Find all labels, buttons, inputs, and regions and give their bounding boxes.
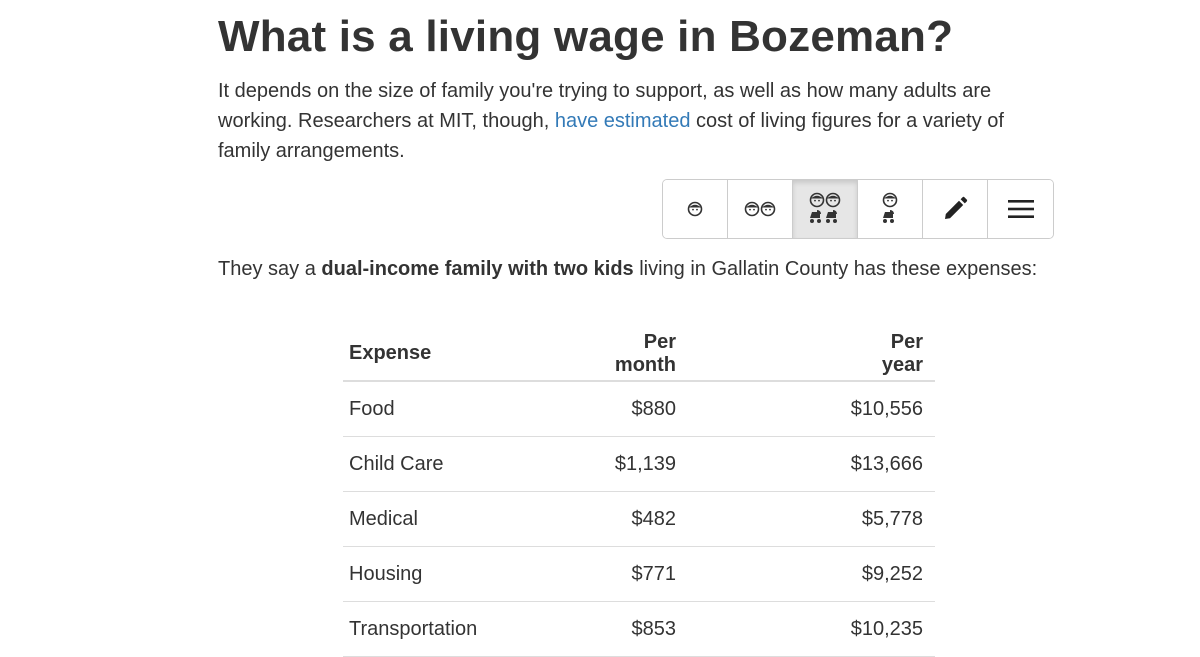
single-adult-button[interactable] bbox=[663, 180, 728, 238]
family-description-end: living in Gallatin County has these expe… bbox=[633, 258, 1038, 280]
table-row: Food $880 $10,556 bbox=[343, 381, 935, 437]
intro-paragraph: It depends on the size of family you're … bbox=[218, 76, 1048, 166]
expense-per-year: $13,666 bbox=[844, 436, 935, 492]
intro-text-end: cost of living figures for a variety of … bbox=[218, 110, 1004, 162]
expense-name: Housing bbox=[343, 546, 605, 602]
page-title: What is a living wage in Bozeman? bbox=[218, 12, 954, 61]
family-type-selector bbox=[662, 179, 1054, 239]
expense-per-month: $853 bbox=[605, 601, 845, 657]
custom-edit-button[interactable] bbox=[923, 180, 988, 238]
expense-per-year: $9,252 bbox=[844, 546, 935, 602]
menu-icon bbox=[1007, 199, 1034, 219]
expense-name: Transportation bbox=[343, 601, 605, 657]
header-per-year: Per year bbox=[844, 327, 935, 382]
table-row: Medical $482 $5,778 bbox=[343, 491, 935, 547]
expense-name: Medical bbox=[343, 491, 605, 547]
table-row: Child Care $1,139 $13,666 bbox=[343, 436, 935, 492]
mit-estimate-link[interactable]: have estimated bbox=[554, 110, 691, 132]
intro-text-start: It depends on the size of family you're … bbox=[218, 80, 992, 132]
table-row: Housing $771 $9,252 bbox=[343, 546, 935, 602]
table-row: Transportation $853 $10,235 bbox=[343, 601, 935, 657]
two-adults-icon bbox=[744, 201, 776, 217]
single-adult-one-kid-button[interactable] bbox=[858, 180, 923, 238]
two-adults-two-kids-button[interactable] bbox=[793, 180, 858, 238]
expenses-table: Expense Per month Per year Food $880 $10… bbox=[343, 327, 935, 657]
single-adult-one-kid-icon bbox=[881, 192, 899, 226]
family-type-label: dual-income family with two kids bbox=[321, 258, 634, 280]
table-view-button[interactable] bbox=[988, 180, 1053, 238]
family-description-start: They say a bbox=[218, 258, 322, 280]
expense-per-year: $10,235 bbox=[844, 601, 935, 657]
two-adults-button[interactable] bbox=[728, 180, 793, 238]
expense-per-month: $482 bbox=[605, 491, 845, 547]
pencil-icon bbox=[942, 196, 968, 222]
expense-per-month: $880 bbox=[605, 381, 845, 437]
header-per-month: Per month bbox=[605, 327, 845, 382]
family-description: They say a dual-income family with two k… bbox=[218, 254, 1048, 284]
header-expense: Expense bbox=[343, 327, 605, 382]
expense-per-month: $771 bbox=[605, 546, 845, 602]
expense-per-year: $5,778 bbox=[844, 491, 935, 547]
table-header-row: Expense Per month Per year bbox=[343, 327, 935, 382]
expense-per-year: $10,556 bbox=[844, 381, 935, 437]
expense-name: Food bbox=[343, 381, 605, 437]
expense-per-month: $1,139 bbox=[605, 436, 845, 492]
two-adults-two-kids-icon bbox=[808, 192, 842, 226]
expense-name: Child Care bbox=[343, 436, 605, 492]
single-adult-icon bbox=[687, 201, 703, 217]
